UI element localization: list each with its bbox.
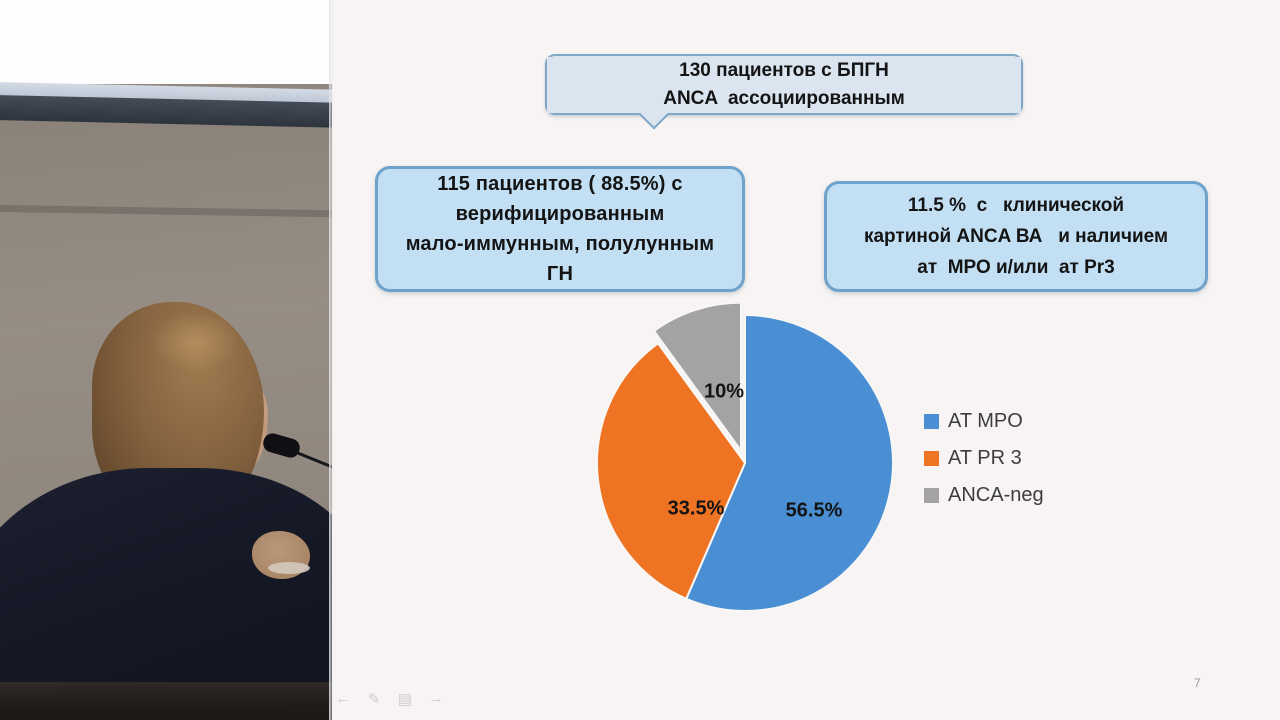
presenter-bracelet: [268, 562, 310, 574]
box-line: верифицированным: [455, 203, 665, 225]
legend-item-anca-neg: ANCA-neg: [924, 483, 1044, 507]
legend-swatch-orange-icon: [924, 450, 939, 466]
legend-item-at-mpo: AT MPO: [924, 409, 1044, 433]
box-line: 115 пациентов ( 88.5%) с: [437, 173, 683, 195]
pie-label-at-mpo: 56.5%: [785, 499, 843, 522]
box-verified-patients: 115 пациентов ( 88.5%) с верифицированны…: [375, 166, 745, 292]
legend-label: ANCA-neg: [948, 483, 1044, 506]
slide-page-number: 7: [1194, 676, 1201, 690]
presenter-body: [0, 468, 332, 720]
callout-total-patients: 130 пациентов с БПГН ANCA ассоциированны…: [545, 54, 1023, 130]
room-floor-band: [0, 682, 332, 720]
legend-item-at-pr3: AT PR 3: [924, 446, 1044, 470]
pie-chart-svg: [596, 301, 894, 612]
legend-swatch-blue-icon: [924, 413, 939, 429]
presenter-video: [0, 0, 332, 720]
slide-menu-icon[interactable]: ▤: [397, 691, 413, 708]
chart-legend: AT MPO AT PR 3 ANCA-neg: [924, 409, 1044, 520]
video-slide-divider: [329, 0, 334, 720]
pie-chart: [585, 301, 909, 627]
box-line: мало-иммунным, полулунным: [405, 233, 715, 255]
pie-label-anca-neg: 10%: [703, 380, 745, 403]
box-line: картиной ANCA ВА и наличием: [863, 226, 1169, 247]
box-line: ГН: [546, 263, 574, 285]
legend-label: AT MPO: [948, 409, 1023, 432]
projection-screen-edge: [0, 0, 332, 84]
box-clinical-picture: 11.5 % с клинической картиной ANCA ВА и …: [824, 181, 1208, 292]
pen-tool-icon[interactable]: ✎: [367, 691, 381, 708]
legend-swatch-gray-icon: [924, 487, 939, 503]
box-line: 11.5 % с клинической: [907, 195, 1125, 216]
slide: 130 пациентов с БПГН ANCA ассоциированны…: [332, 0, 1280, 720]
box-line: ат МРО и/или ат Pr3: [917, 257, 1115, 278]
next-slide-icon[interactable]: →: [428, 690, 444, 707]
presenter-hair-highlight: [150, 312, 240, 372]
legend-label: AT PR 3: [948, 446, 1022, 469]
callout-line: ANCA ассоциированным: [547, 84, 1021, 113]
pie-label-at-pr3: 33.5%: [667, 497, 725, 520]
slideshow-toolbar: ← ✎ ▤ →: [334, 690, 445, 708]
callout-line: 130 пациентов с БПГН: [547, 56, 1021, 85]
previous-slide-icon[interactable]: ←: [335, 690, 351, 707]
